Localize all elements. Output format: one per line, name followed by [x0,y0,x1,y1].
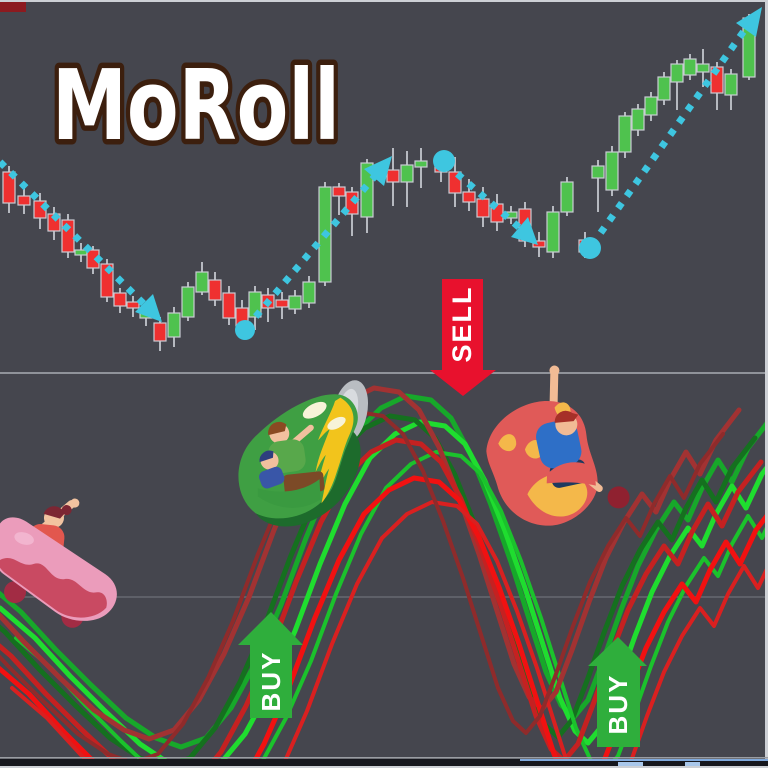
candle-up [618,115,632,153]
trend-dotted-leg [243,160,389,331]
boat-window [302,401,327,419]
candle-down [476,198,490,218]
bottom-bar [0,759,768,766]
rider-hand [70,498,80,508]
candle-up [644,96,658,116]
candle-up [670,63,684,83]
rider-hair [43,506,65,519]
candle-up [683,58,697,76]
trend-arrowhead [135,294,162,322]
sell-signal-arrow: SELL [430,279,496,396]
candle-down [2,171,16,204]
trend-dotted-leg [589,11,759,248]
candle-down [386,169,400,183]
candle-up [400,164,414,183]
candle-down [113,292,127,307]
sell-label: SELL [447,285,477,362]
oscillator-line [14,450,768,759]
cart-highlight [14,532,34,545]
rider-hand [549,365,560,376]
boat-front-wall [257,479,321,508]
top-border [0,0,768,2]
pink-coaster-cart-with-rider [0,498,117,628]
buy-arrow-shape [588,637,647,747]
trend-arrowhead [736,7,762,37]
candle-up [195,271,209,293]
bottom-divider-line [0,757,768,759]
rider-cap [554,410,579,423]
candle-up [631,108,645,131]
swing-marker-dot [433,150,455,172]
cart-decal-spot [72,591,96,607]
candle-up [546,211,560,253]
oscillator-line [0,413,758,759]
rider-torso [268,439,306,474]
bottom-border [0,766,768,768]
swing-marker-dot [579,237,601,259]
rider-hair [268,421,287,436]
cart-flame-decal [498,434,517,452]
candle-down [208,279,222,301]
right-border [765,0,768,768]
boat-window [327,416,346,430]
candle-up [302,281,316,304]
candle-down [17,195,31,206]
candle-down [462,191,476,203]
green-coaster-boat-with-riders [238,380,369,527]
candle-down [153,322,167,342]
candle-down [532,240,546,248]
rider-shoulder [259,466,285,489]
cart-front-rim [546,462,596,486]
trend-dotted-leg [443,161,532,239]
candle-up [591,165,605,179]
cart-wheel [607,486,630,509]
candle-up [657,76,671,101]
buy-signal-arrow-right: BUY [588,637,647,747]
bottom-bar-blue-chip [618,762,643,768]
trend-arrowhead [511,217,538,245]
oscillator-line [0,385,742,742]
top-left-red-mark [0,0,26,12]
candle-up [724,73,738,96]
candle-up [167,312,181,338]
candle-up [181,286,195,318]
buy-label-left: BUY [256,651,286,712]
bottom-bar-blue-line [520,759,768,761]
boat-hull-shadow [255,431,361,527]
trend-dotted-leg [0,159,153,313]
red-coaster-cart-with-rider [486,365,630,526]
swing-marker-dot [235,320,255,340]
oscillator-ribbon [0,385,768,759]
candle-up [560,181,574,213]
buy-label-right: BUY [603,674,633,735]
candle-up [605,151,619,191]
candle-down [275,299,289,308]
trend-arrowhead [364,156,392,186]
buy-signal-arrow-left: BUY [238,612,303,718]
bottom-bar-blue-chip [685,762,700,768]
candle-up [288,295,302,310]
rider-cap [259,450,274,463]
oscillator-line [10,500,768,759]
oscillator-line [0,475,768,759]
candle-down [126,301,140,309]
rider-hair-bun [61,505,72,516]
boat-flame-stripe [315,397,354,504]
moroll-logo: MoRoll [52,49,340,162]
candle-up [414,160,428,168]
buy-arrow-shape [238,612,303,718]
candle-down [222,292,236,319]
trend-signal-line [0,7,762,340]
candle-up [696,63,710,73]
sell-arrow-shape [430,279,496,396]
oscillator-line [0,410,725,759]
candle-down [332,186,346,197]
